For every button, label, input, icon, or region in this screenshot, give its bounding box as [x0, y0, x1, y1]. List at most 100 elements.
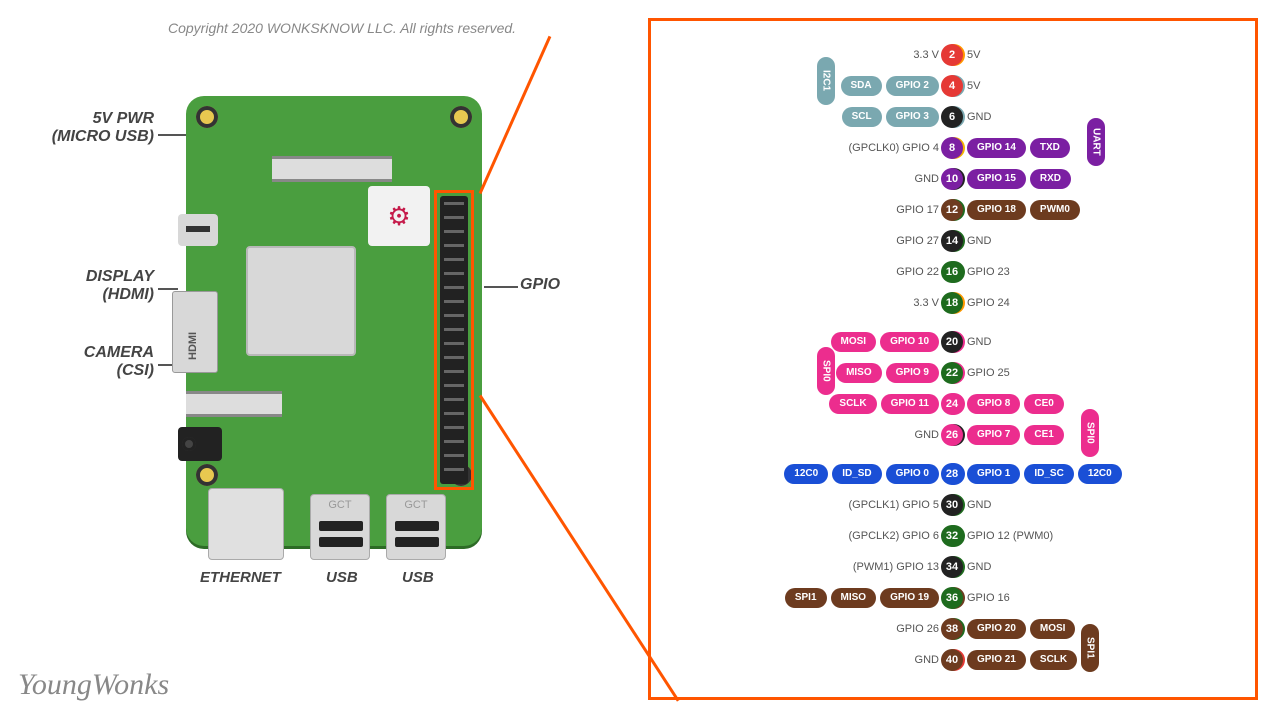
pin-number: 4 [941, 75, 963, 97]
pin-number: 12 [941, 199, 963, 221]
pin-row: GPIO 221516GPIO 23 [651, 256, 1255, 287]
pin-number: 20 [941, 331, 963, 353]
pin-row: GPIO 171112GPIO 18PWM0 [651, 194, 1255, 225]
pin-text: GPIO 26 [896, 623, 939, 635]
pin-left: GPIO 27 [896, 235, 939, 247]
protocol-badge: UART [1087, 118, 1105, 166]
pin-pill: SCLK [829, 394, 876, 414]
pin-row: GND2526GPIO 7CE1 [651, 419, 1255, 450]
pin-left: 3.3 V [913, 49, 939, 61]
pin-pill: SCL [842, 107, 882, 127]
pin-left: 12C0ID_SDGPIO 0 [784, 464, 939, 484]
pin-right: GPIO 12 (PWM0) [967, 530, 1053, 542]
pin-left: GPIO 26 [896, 623, 939, 635]
pin-right: GPIO 1ID_SC12C0 [967, 464, 1122, 484]
pin-row: GND910GPIO 15RXD [651, 163, 1255, 194]
pin-left: SCLGPIO 3 [842, 107, 939, 127]
ethernet-port [208, 488, 284, 560]
pin-pill: MOSI [1030, 619, 1076, 639]
pin-left: GND [915, 173, 939, 185]
pin-row: 3.3 V1718GPIO 24 [651, 287, 1255, 318]
pin-text: GND [967, 235, 991, 247]
pin-text: GND [915, 654, 939, 666]
micro-usb-port [178, 214, 218, 246]
pin-text: GND [967, 561, 991, 573]
pin-number: 24 [941, 393, 963, 415]
label-usb: USB [326, 569, 358, 586]
pin-text: 5V [967, 80, 980, 92]
pin-row: (GPCLK2) GPIO 63132GPIO 12 (PWM0) [651, 520, 1255, 551]
pin-row: MISOGPIO 92122GPIO 25 [651, 357, 1255, 388]
pin-pill: 12C0 [1078, 464, 1122, 484]
copyright-text: Copyright 2020 WONKSKNOW LLC. All rights… [168, 20, 516, 36]
mount-hole [196, 464, 218, 486]
pin-pill: MISO [831, 588, 877, 608]
pin-left: SPI1MISOGPIO 19 [785, 588, 939, 608]
pin-number: 34 [941, 556, 963, 578]
pin-row: (GPCLK0) GPIO 478GPIO 14TXD [651, 132, 1255, 163]
hdmi-label: HDMI [187, 332, 199, 360]
pin-right: GPIO 8CE0 [967, 394, 1064, 414]
pin-right: GND [967, 336, 991, 348]
pin-left: GND [915, 429, 939, 441]
audio-jack [178, 427, 222, 461]
mount-hole [196, 106, 218, 128]
pin-right: GPIO 20MOSI [967, 619, 1075, 639]
pin-right: 5V [967, 80, 980, 92]
leader-line [158, 288, 178, 290]
pin-pill: GPIO 1 [967, 464, 1020, 484]
pin-text: GPIO 23 [967, 266, 1010, 278]
pin-text: GPIO 12 (PWM0) [967, 530, 1053, 542]
pin-right: GPIO 15RXD [967, 169, 1071, 189]
pin-text: GPIO 24 [967, 297, 1010, 309]
pin-left: MOSIGPIO 10 [831, 332, 939, 352]
pin-number: 6 [941, 106, 963, 128]
raspberry-pi-board: ⚙ HDMI GCT GCT [186, 96, 482, 546]
pin-text: GPIO 17 [896, 204, 939, 216]
pin-number: 26 [941, 424, 963, 446]
pin-pill: GPIO 18 [967, 200, 1026, 220]
pin-row: 3.3 V125V [651, 39, 1255, 70]
pin-pill: GPIO 7 [967, 425, 1020, 445]
pin-row: SPI1MISOGPIO 193536GPIO 16 [651, 582, 1255, 613]
pin-pill: CE1 [1024, 425, 1063, 445]
label-gpio: GPIO [520, 276, 560, 294]
pin-pill: GPIO 19 [880, 588, 939, 608]
leader-line [158, 134, 188, 136]
protocol-badge: SPI1 [1081, 624, 1099, 672]
label-eth: ETHERNET [200, 569, 281, 586]
pin-left: (GPCLK2) GPIO 6 [849, 530, 939, 542]
pin-text: (PWM1) GPIO 13 [853, 561, 939, 573]
pin-right: GND [967, 561, 991, 573]
rpi-logo-icon: ⚙ [368, 186, 430, 246]
pin-text: (GPCLK0) GPIO 4 [849, 142, 939, 154]
pin-right: GPIO 21SCLK [967, 650, 1077, 670]
label-usb: USB [402, 569, 434, 586]
pin-right: GND [967, 499, 991, 511]
pin-row: 12C0ID_SDGPIO 02728GPIO 1ID_SC12C0 [651, 458, 1255, 489]
pin-number: 2 [941, 44, 963, 66]
pin-text: GPIO 25 [967, 367, 1010, 379]
zoom-line [479, 36, 552, 194]
protocol-badge: SPI0 [817, 347, 835, 395]
pin-left: (GPCLK0) GPIO 4 [849, 142, 939, 154]
pinout-panel: 3.3 V125VSDAGPIO 2345VSCLGPIO 356GND(GPC… [648, 18, 1258, 700]
pin-row: (PWM1) GPIO 133334GND [651, 551, 1255, 582]
mount-hole [450, 106, 472, 128]
display-connector [272, 156, 392, 182]
pin-text: GND [915, 429, 939, 441]
gct-label: GCT [387, 499, 445, 511]
label-pwr: 5V PWR (MICRO USB) [36, 110, 154, 146]
pin-number: 18 [941, 292, 963, 314]
label-csi: CAMERA (CSI) [74, 344, 154, 380]
camera-connector [186, 391, 282, 417]
pin-right: GPIO 18PWM0 [967, 200, 1080, 220]
pin-right: GPIO 16 [967, 592, 1010, 604]
usb-port: GCT [386, 494, 446, 560]
pin-pill: GPIO 3 [886, 107, 939, 127]
soc-chip [246, 246, 356, 356]
pin-row: SCLGPIO 356GND [651, 101, 1255, 132]
leader-line [484, 286, 518, 288]
pin-pill: PWM0 [1030, 200, 1080, 220]
usb-port: GCT [310, 494, 370, 560]
